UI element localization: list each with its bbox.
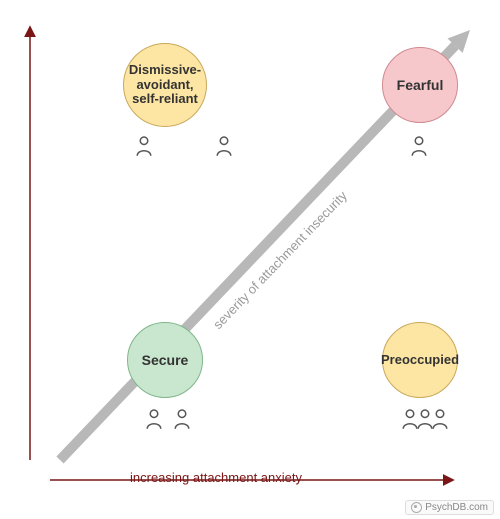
person-icon (215, 135, 233, 157)
person-icon (431, 408, 449, 430)
person-icon (135, 135, 153, 157)
watermark-text: PsychDB.com (425, 502, 488, 513)
node-secure-label: Secure (142, 352, 189, 368)
node-preoccupied-label: Preoccupied (381, 353, 459, 368)
node-dismissive-label: Dismissive-avoidant, self-reliant (124, 63, 206, 108)
node-secure: Secure (127, 322, 203, 398)
person-icon (410, 135, 428, 157)
diagram-stage: severity of attachment insecurity increa… (0, 0, 500, 519)
watermark: PsychDB.com (405, 500, 494, 515)
watermark-icon (411, 502, 422, 513)
x-axis-label: increasing attachment anxiety (130, 470, 302, 485)
person-icon (173, 408, 191, 430)
node-preoccupied: Preoccupied (382, 322, 458, 398)
node-dismissive: Dismissive-avoidant, self-reliant (123, 43, 207, 127)
node-fearful: Fearful (382, 47, 458, 123)
person-icon (145, 408, 163, 430)
node-fearful-label: Fearful (397, 77, 444, 93)
